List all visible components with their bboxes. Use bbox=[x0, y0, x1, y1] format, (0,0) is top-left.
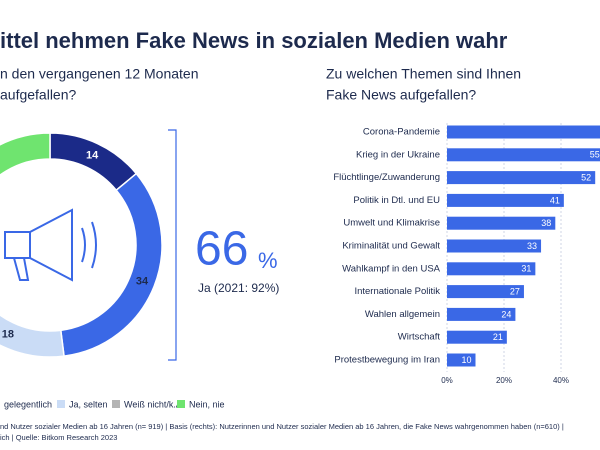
bar bbox=[447, 193, 564, 207]
megaphone-icon bbox=[4, 208, 97, 282]
legend-swatch bbox=[112, 400, 120, 408]
bar-value: 10 bbox=[461, 355, 471, 365]
bar-value: 41 bbox=[550, 195, 560, 205]
legend-swatch bbox=[57, 400, 65, 408]
segment-label: 34 bbox=[136, 275, 149, 287]
footer: nd Nutzer sozialer Medien ab 16 Jahren (… bbox=[0, 422, 564, 431]
segment-label: 18 bbox=[2, 328, 14, 340]
bar bbox=[447, 125, 600, 139]
bar bbox=[447, 239, 542, 253]
bar-value: 31 bbox=[521, 264, 531, 274]
bar bbox=[447, 262, 536, 276]
donut-segment bbox=[59, 172, 163, 357]
category-label: Wahlkampf in den USA bbox=[342, 263, 441, 274]
category-label: Flüchtlinge/Zuwanderung bbox=[333, 172, 440, 183]
legend-label: Ja, selten bbox=[69, 399, 108, 409]
bar bbox=[447, 307, 516, 321]
donut-title: aufgefallen? bbox=[0, 87, 77, 103]
segment-label: 14 bbox=[86, 149, 99, 161]
bar-value: 33 bbox=[527, 241, 537, 251]
footer: ich | Quelle: Bitkom Research 2023 bbox=[0, 433, 117, 442]
x-tick-label: 20% bbox=[496, 376, 512, 385]
category-label: Politik in Dtl. und EU bbox=[353, 195, 440, 206]
bar bbox=[447, 148, 600, 162]
bar bbox=[447, 330, 507, 344]
donut-segment bbox=[0, 132, 51, 176]
bracket bbox=[168, 129, 177, 361]
x-tick-label: 40% bbox=[553, 376, 569, 385]
legend-label: Weiß nicht/k.A. bbox=[124, 399, 184, 409]
category-label: Kriminalität und Gewalt bbox=[342, 241, 440, 252]
bar-value: 38 bbox=[541, 218, 551, 228]
legend-label: gelegentlich bbox=[4, 399, 52, 409]
page-title: ittel nehmen Fake News in sozialen Medie… bbox=[0, 28, 508, 53]
center-value: 66 bbox=[195, 223, 248, 276]
legend-swatch bbox=[177, 400, 185, 408]
x-tick-label: 0% bbox=[441, 376, 453, 385]
bar-title: Zu welchen Themen sind Ihnen bbox=[326, 66, 521, 82]
bar-value: 24 bbox=[501, 309, 511, 319]
category-label: Protestbewegung im Iran bbox=[334, 355, 440, 366]
category-label: Corona-Pandemie bbox=[363, 127, 440, 138]
category-label: Wahlen allgemein bbox=[365, 309, 440, 320]
bar-value: 52 bbox=[581, 172, 591, 182]
legend-label: Nein, nie bbox=[189, 399, 225, 409]
donut-segment bbox=[0, 313, 65, 358]
bar-value: 27 bbox=[510, 286, 520, 296]
bar bbox=[447, 171, 596, 185]
bar bbox=[447, 216, 556, 230]
category-label: Krieg in der Ukraine bbox=[356, 149, 440, 160]
category-label: Wirtschaft bbox=[398, 332, 441, 343]
center-unit: % bbox=[258, 248, 278, 273]
center-note: Ja (2021: 92%) bbox=[198, 281, 279, 295]
bar-value: 55 bbox=[590, 150, 600, 160]
bar-title: Fake News aufgefallen? bbox=[326, 87, 476, 103]
bar-value: 21 bbox=[493, 332, 503, 342]
bar bbox=[447, 285, 524, 299]
donut-segment bbox=[49, 132, 138, 192]
category-label: Umwelt und Klimakrise bbox=[343, 218, 440, 229]
bar bbox=[447, 353, 476, 367]
category-label: Internationale Politik bbox=[354, 286, 440, 297]
donut-title: n den vergangenen 12 Monaten bbox=[0, 66, 199, 82]
